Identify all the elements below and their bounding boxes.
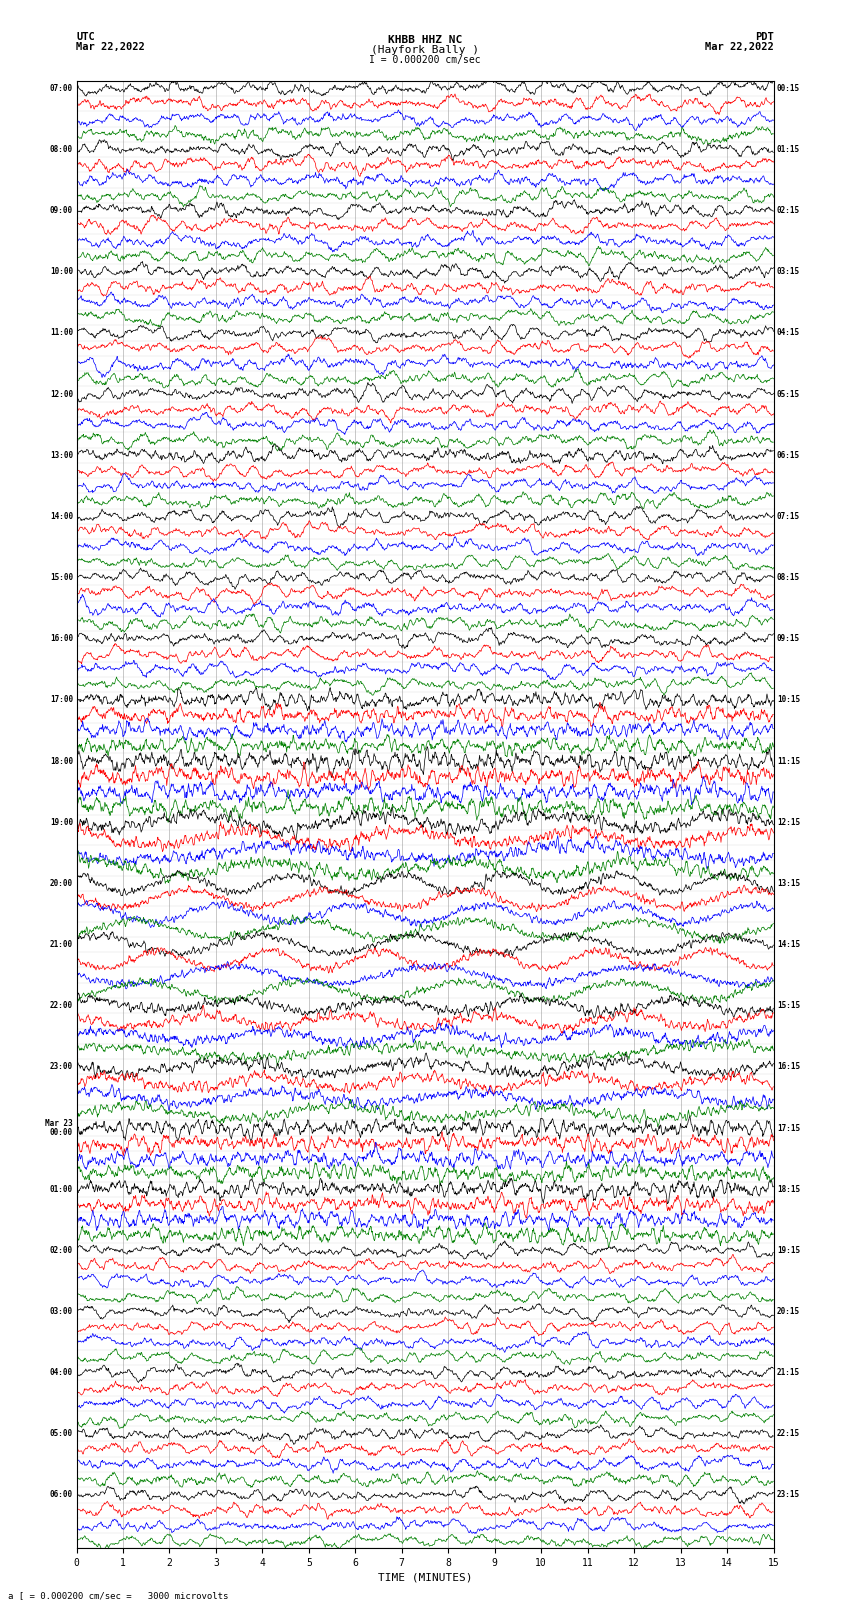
- Text: 17:00: 17:00: [50, 695, 73, 705]
- Text: 23:00: 23:00: [50, 1063, 73, 1071]
- Text: 21:00: 21:00: [50, 940, 73, 948]
- Text: 13:00: 13:00: [50, 450, 73, 460]
- Text: 01:00: 01:00: [50, 1184, 73, 1194]
- Text: 13:15: 13:15: [777, 879, 800, 887]
- Text: 07:15: 07:15: [777, 511, 800, 521]
- Text: 02:15: 02:15: [777, 206, 800, 215]
- Text: 11:15: 11:15: [777, 756, 800, 766]
- Text: 22:00: 22:00: [50, 1002, 73, 1010]
- Text: 06:00: 06:00: [50, 1490, 73, 1500]
- Text: 00:15: 00:15: [777, 84, 800, 94]
- Text: (Hayfork Bally ): (Hayfork Bally ): [371, 45, 479, 55]
- Text: 23:15: 23:15: [777, 1490, 800, 1500]
- Text: 17:15: 17:15: [777, 1124, 800, 1132]
- Text: 15:15: 15:15: [777, 1002, 800, 1010]
- Text: 12:15: 12:15: [777, 818, 800, 827]
- Text: 06:15: 06:15: [777, 450, 800, 460]
- Text: 16:15: 16:15: [777, 1063, 800, 1071]
- Text: 02:00: 02:00: [50, 1245, 73, 1255]
- Text: PDT: PDT: [755, 32, 774, 42]
- Text: 04:00: 04:00: [50, 1368, 73, 1378]
- Text: 15:00: 15:00: [50, 573, 73, 582]
- Text: 14:15: 14:15: [777, 940, 800, 948]
- Text: 07:00: 07:00: [50, 84, 73, 94]
- Text: 20:00: 20:00: [50, 879, 73, 887]
- Text: 05:15: 05:15: [777, 390, 800, 398]
- Text: Mar 22,2022: Mar 22,2022: [705, 42, 774, 52]
- Text: 00:00: 00:00: [50, 1127, 73, 1137]
- Text: 03:15: 03:15: [777, 268, 800, 276]
- Text: 03:00: 03:00: [50, 1307, 73, 1316]
- Text: a [ = 0.000200 cm/sec =   3000 microvolts: a [ = 0.000200 cm/sec = 3000 microvolts: [8, 1590, 229, 1600]
- Text: 14:00: 14:00: [50, 511, 73, 521]
- Text: Mar 23: Mar 23: [45, 1119, 73, 1127]
- Text: 09:15: 09:15: [777, 634, 800, 644]
- Text: UTC: UTC: [76, 32, 95, 42]
- Text: I = 0.000200 cm/sec: I = 0.000200 cm/sec: [369, 55, 481, 65]
- Text: Mar 22,2022: Mar 22,2022: [76, 42, 145, 52]
- Text: 16:00: 16:00: [50, 634, 73, 644]
- Text: 19:00: 19:00: [50, 818, 73, 827]
- Text: 09:00: 09:00: [50, 206, 73, 215]
- Text: 04:15: 04:15: [777, 329, 800, 337]
- Text: 08:15: 08:15: [777, 573, 800, 582]
- Text: 10:00: 10:00: [50, 268, 73, 276]
- X-axis label: TIME (MINUTES): TIME (MINUTES): [377, 1573, 473, 1582]
- Text: 18:00: 18:00: [50, 756, 73, 766]
- Text: 18:15: 18:15: [777, 1184, 800, 1194]
- Text: 21:15: 21:15: [777, 1368, 800, 1378]
- Text: 20:15: 20:15: [777, 1307, 800, 1316]
- Text: 10:15: 10:15: [777, 695, 800, 705]
- Text: 11:00: 11:00: [50, 329, 73, 337]
- Text: 22:15: 22:15: [777, 1429, 800, 1439]
- Text: 19:15: 19:15: [777, 1245, 800, 1255]
- Text: 01:15: 01:15: [777, 145, 800, 153]
- Text: 05:00: 05:00: [50, 1429, 73, 1439]
- Text: 12:00: 12:00: [50, 390, 73, 398]
- Text: KHBB HHZ NC: KHBB HHZ NC: [388, 35, 462, 45]
- Text: 08:00: 08:00: [50, 145, 73, 153]
